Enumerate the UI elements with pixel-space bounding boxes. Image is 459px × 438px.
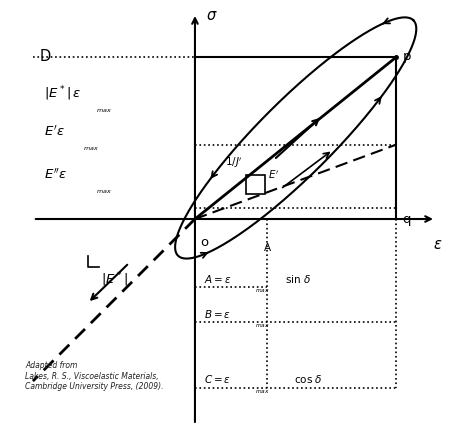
Text: $\cos\,\delta$: $\cos\,\delta$ [293, 374, 321, 385]
Text: $|E^*|$: $|E^*|$ [101, 270, 128, 289]
Text: Adapted from
Lakes, R. S., Viscoelastic Materials,
Cambridge University Press, (: Adapted from Lakes, R. S., Viscoelastic … [25, 361, 163, 391]
Text: $_{max}$: $_{max}$ [255, 286, 270, 295]
Bar [246, 175, 264, 194]
Text: $E'$: $E'$ [267, 169, 278, 181]
Text: $\sin\,\delta$: $\sin\,\delta$ [284, 273, 310, 285]
Text: $_{max}$: $_{max}$ [255, 386, 270, 396]
Text: $B = \varepsilon$: $B = \varepsilon$ [203, 308, 230, 320]
Text: $_{max}$: $_{max}$ [96, 187, 112, 196]
Text: q: q [402, 212, 410, 226]
Text: A: A [263, 243, 270, 253]
Text: $|E^*|\,\varepsilon$: $|E^*|\,\varepsilon$ [44, 85, 81, 103]
Text: $\varepsilon$: $\varepsilon$ [432, 237, 442, 251]
Text: o: o [200, 236, 208, 249]
Text: D: D [39, 49, 50, 64]
Text: $A = \varepsilon$: $A = \varepsilon$ [203, 273, 231, 285]
Text: $E^{\prime\prime} \varepsilon$: $E^{\prime\prime} \varepsilon$ [44, 168, 67, 183]
Text: $_{max}$: $_{max}$ [96, 106, 112, 115]
Text: p: p [402, 50, 410, 64]
Text: $_{max}$: $_{max}$ [255, 321, 270, 330]
Text: $C = \varepsilon$: $C = \varepsilon$ [203, 374, 230, 385]
Text: $E' \varepsilon$: $E' \varepsilon$ [44, 124, 65, 139]
Text: $_{max}$: $_{max}$ [83, 144, 99, 152]
Text: $1/J'$: $1/J'$ [225, 156, 243, 170]
Text: $\sigma$: $\sigma$ [206, 8, 217, 23]
